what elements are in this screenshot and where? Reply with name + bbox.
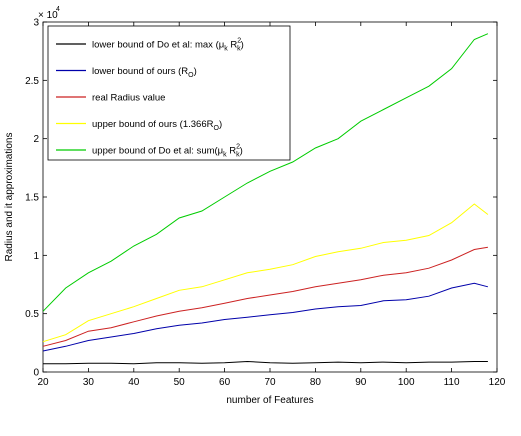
x-tick-label: 60 [219,377,231,388]
y-tick-label: 0 [33,368,39,379]
legend-box [47,25,291,161]
series-line-5 [42,33,489,312]
x-tick-label: 120 [489,377,506,388]
axes-layer: 20 30 40 50 60 70 80 90 100 110 120 0 0.5 1 1.5 2 2.5 3 [25,18,506,389]
x-tick-label: 20 [37,377,49,388]
legend-label-1: lower bound of Do et al: max (μk R2 k) [92,38,244,53]
x-tick-label: 40 [128,377,140,388]
x-tick-label: 110 [444,377,460,388]
y-tick-label: 1 [33,251,39,262]
legend: lower bound of Do et al: max (μk R2 k) low… [47,25,291,161]
x-tick-label: 70 [264,377,276,388]
x-tick-label: 30 [83,377,95,388]
y-tick-label: 1.5 [25,193,39,204]
y-tick-label: 0.5 [25,309,39,320]
series-layer [42,33,489,365]
legend-label-2: lower bound of ours (RO) [92,66,197,79]
y-axis-exponent: × 10 [38,10,58,21]
x-axis-label: number of Features [226,395,313,406]
x-tick-label: 80 [310,377,322,388]
series-line-3 [42,246,488,347]
x-tick-label: 50 [174,377,186,388]
y-axis-label: Radius and it approximations [4,133,15,262]
legend-label-3: real Radius value [92,93,165,104]
y-tick-label: 3 [33,18,39,29]
y-tick-label: 2.5 [25,76,39,87]
series-line-2 [42,282,489,352]
series-line-4 [42,203,489,343]
y-tick-label: 2 [33,134,39,145]
series-line-1 [43,360,488,365]
y-axis-exponent-power: 4 [56,6,60,13]
x-tick-label: 100 [398,377,415,388]
x-tick-label: 90 [355,377,367,388]
legend-label-5: upper bound of Do et al: sum(μk R2 k) [92,144,243,159]
legend-label-4: upper bound of ours (1.366RO) [92,119,222,132]
